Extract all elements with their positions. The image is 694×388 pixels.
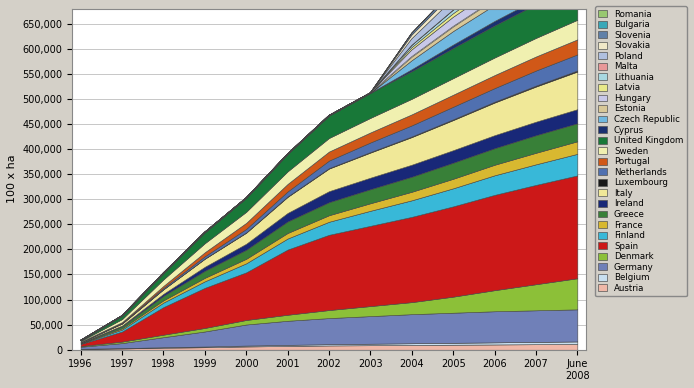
Y-axis label: 100 x ha: 100 x ha <box>7 155 17 203</box>
Legend: Romania, Bulgaria, Slovenia, Slovakia, Poland, Malta, Lithuania, Latvia, Hungary: Romania, Bulgaria, Slovenia, Slovakia, P… <box>595 6 687 296</box>
